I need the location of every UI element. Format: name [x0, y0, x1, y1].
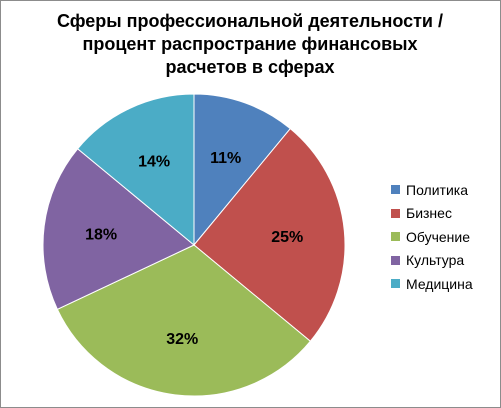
legend-item-politika: Политика: [391, 178, 473, 202]
chart-title-line-2: процент распространие финансовых: [82, 34, 418, 54]
pie-label-kultura: 18%: [85, 226, 117, 243]
legend-swatch-meditsina: [391, 279, 400, 289]
pie-slice-obuchenie: [56, 244, 312, 397]
legend-label-kultura: Культура: [406, 252, 465, 269]
chart-legend: Политика Бизнес Обучение Культура Медицина: [391, 178, 473, 296]
pie-slice-biznes: [193, 127, 346, 342]
legend-swatch-politika: [391, 185, 400, 195]
chart-title: Сферы профессиональной деятельности / пр…: [40, 10, 460, 79]
pie-label-politika: 11%: [210, 150, 241, 167]
legend-label-politika: Политика: [406, 181, 468, 198]
pie-label-obuchenie: 32%: [166, 331, 198, 348]
legend-item-biznes: Бизнес: [391, 202, 473, 226]
pie-label-biznes: 25%: [271, 229, 303, 246]
chart-title-line-1: Сферы профессиональной деятельности /: [57, 11, 443, 31]
legend-swatch-obuchenie: [391, 232, 400, 242]
legend-swatch-kultura: [391, 255, 400, 265]
legend-item-kultura: Культура: [391, 249, 473, 273]
chart-title-line-3: расчетов в сферах: [165, 57, 335, 77]
legend-label-meditsina: Медицина: [406, 275, 473, 292]
legend-item-obuchenie: Обучение: [391, 225, 473, 249]
legend-item-meditsina: Медицина: [391, 272, 473, 296]
legend-swatch-biznes: [391, 208, 400, 218]
pie-slice-meditsina: [76, 93, 195, 247]
legend-label-obuchenie: Обучение: [406, 228, 471, 245]
legend-label-biznes: Бизнес: [406, 205, 452, 222]
pie-label-meditsina: 14%: [138, 153, 170, 170]
pie-slice-kultura: [42, 148, 195, 310]
pie-slice-politika: [193, 93, 291, 247]
